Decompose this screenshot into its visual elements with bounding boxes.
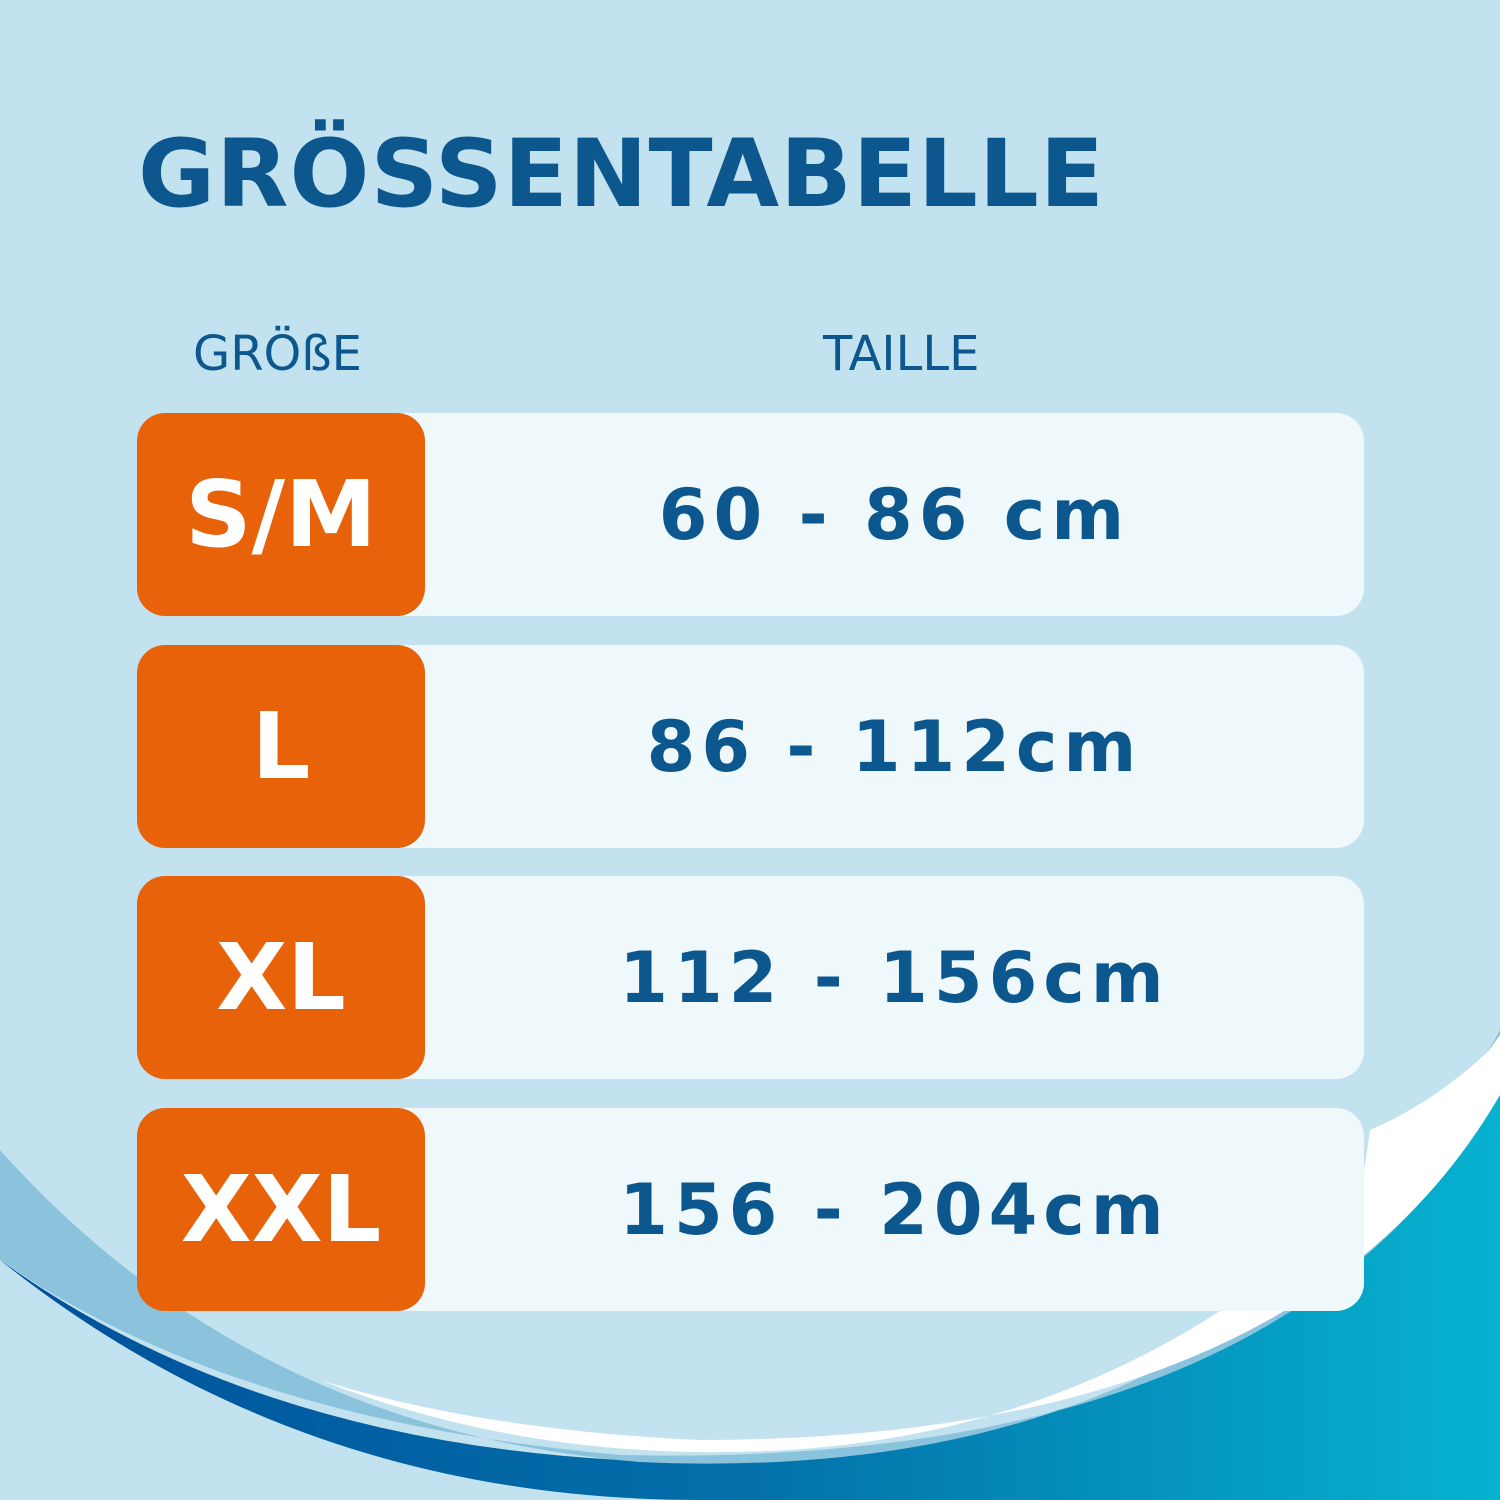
waist-range: 112 - 156cm [387,876,1364,1079]
size-row-sm: 60 - 86 cm S/M [137,413,1364,616]
size-row-l: 86 - 112cm L [137,645,1364,848]
size-badge: L [137,645,425,848]
size-column-header: GRÖßE [193,326,362,382]
waist-range: 86 - 112cm [387,645,1364,848]
size-badge: XL [137,876,425,1079]
size-row-xxl: 156 - 204cm XXL [137,1108,1364,1311]
size-badge: S/M [137,413,425,616]
waist-column-header: TAILLE [823,326,980,382]
size-row-xl: 112 - 156cm XL [137,876,1364,1079]
waist-range: 60 - 86 cm [387,413,1364,616]
waist-range: 156 - 204cm [387,1108,1364,1311]
size-badge: XXL [137,1108,425,1311]
page-title: GRÖSSENTABELLE [138,120,1105,229]
